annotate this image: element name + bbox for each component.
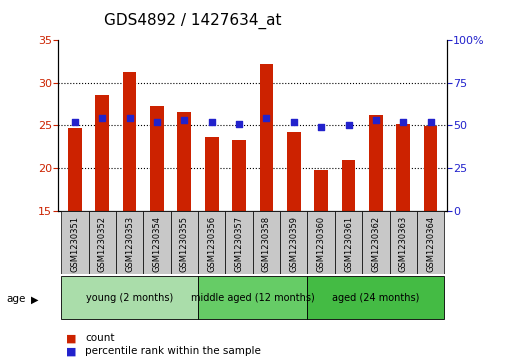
Bar (390, 211, 417, 274)
Bar (150, 106, 164, 211)
Point (317, 124, 325, 130)
Text: GSM1230353: GSM1230353 (125, 216, 134, 272)
Text: age: age (7, 294, 26, 305)
Text: GDS4892 / 1427634_at: GDS4892 / 1427634_at (104, 13, 282, 29)
Text: middle aged (12 months): middle aged (12 months) (191, 293, 314, 303)
Bar (198, 277, 307, 319)
Point (71, 119, 79, 125)
Bar (171, 211, 198, 274)
Point (399, 119, 407, 125)
Text: GSM1230358: GSM1230358 (262, 216, 271, 272)
Bar (226, 211, 253, 274)
Text: GSM1230364: GSM1230364 (426, 216, 435, 272)
Text: GSM1230354: GSM1230354 (152, 216, 162, 272)
Bar (417, 211, 444, 274)
Point (344, 122, 353, 128)
Bar (369, 115, 383, 211)
Text: GSM1230357: GSM1230357 (235, 216, 243, 272)
Bar (260, 64, 273, 211)
Bar (253, 211, 280, 274)
Bar (362, 211, 390, 274)
Bar (287, 132, 301, 211)
Text: GSM1230356: GSM1230356 (207, 216, 216, 272)
Point (235, 121, 243, 126)
Bar (61, 277, 198, 319)
Point (180, 117, 188, 123)
Bar (88, 211, 116, 274)
Bar (68, 128, 82, 211)
Point (262, 115, 270, 121)
Text: ▶: ▶ (30, 294, 38, 305)
Point (290, 119, 298, 125)
Point (208, 119, 216, 125)
Bar (342, 160, 356, 211)
Bar (177, 113, 191, 211)
Bar (116, 211, 143, 274)
Bar (205, 137, 218, 211)
Text: GSM1230359: GSM1230359 (289, 216, 298, 272)
Text: young (2 months): young (2 months) (86, 293, 173, 303)
Bar (307, 211, 335, 274)
Point (153, 119, 161, 125)
Text: GSM1230363: GSM1230363 (399, 216, 408, 272)
Text: aged (24 months): aged (24 months) (332, 293, 420, 303)
Text: GSM1230362: GSM1230362 (371, 216, 380, 272)
Text: count: count (85, 333, 115, 343)
Text: GSM1230361: GSM1230361 (344, 216, 353, 272)
Bar (123, 72, 137, 211)
Bar (61, 211, 88, 274)
Bar (396, 125, 410, 211)
Bar (307, 277, 444, 319)
Bar (280, 211, 307, 274)
Bar (314, 171, 328, 211)
Bar (198, 211, 226, 274)
Bar (424, 126, 437, 211)
Bar (232, 140, 246, 211)
Bar (96, 95, 109, 211)
Text: GSM1230360: GSM1230360 (316, 216, 326, 272)
Text: GSM1230351: GSM1230351 (70, 216, 79, 272)
Bar (143, 211, 171, 274)
Text: ■: ■ (66, 346, 77, 356)
Text: GSM1230355: GSM1230355 (180, 216, 189, 272)
Point (125, 115, 134, 121)
Point (427, 119, 435, 125)
Text: ■: ■ (66, 333, 77, 343)
Text: GSM1230352: GSM1230352 (98, 216, 107, 272)
Text: percentile rank within the sample: percentile rank within the sample (85, 346, 261, 356)
Bar (335, 211, 362, 274)
Point (98, 115, 106, 121)
Point (372, 117, 380, 123)
